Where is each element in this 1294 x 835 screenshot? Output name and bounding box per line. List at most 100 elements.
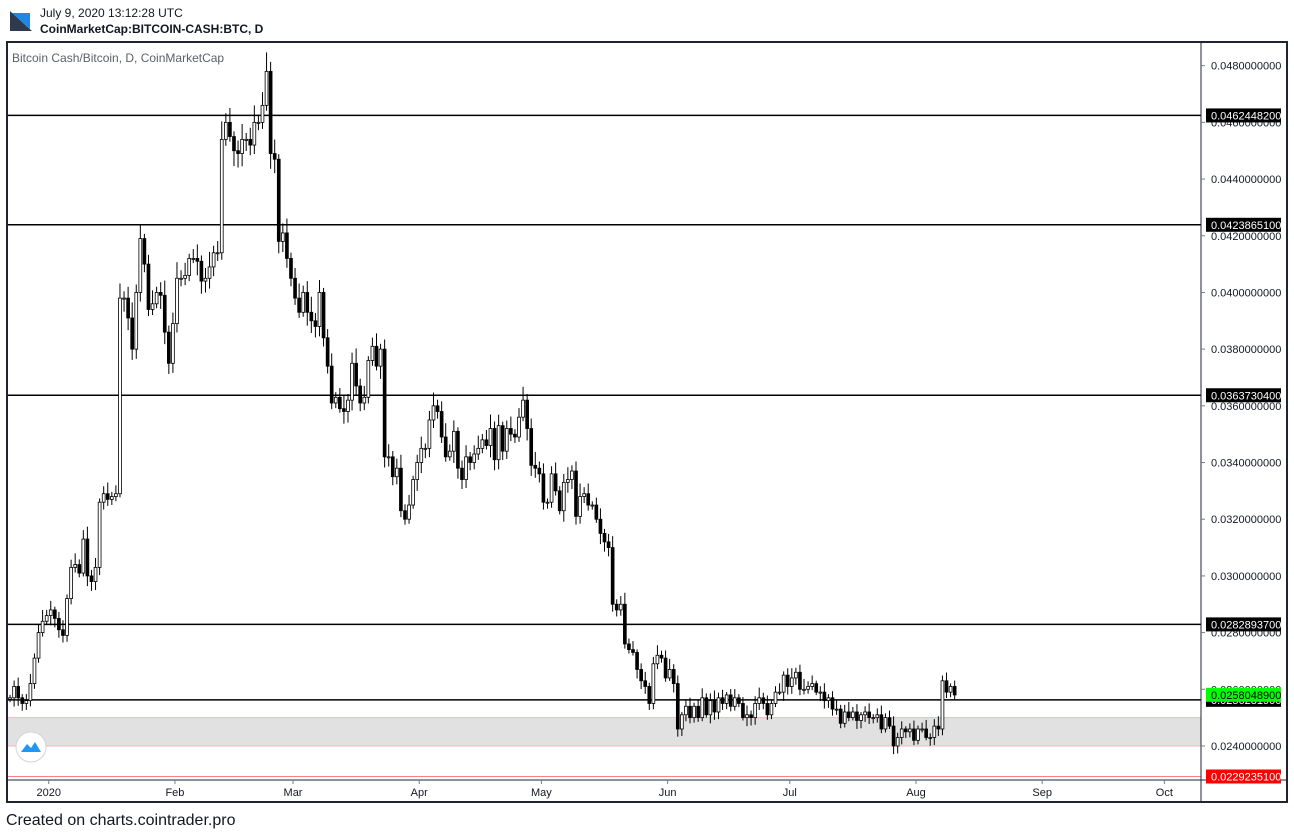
- level-label-2-text: 0.0363730400: [1211, 390, 1281, 402]
- x-tick-label: 2020: [36, 787, 60, 799]
- candle-body: [69, 567, 73, 599]
- candle: [667, 658, 672, 681]
- candle: [789, 668, 794, 694]
- x-tick-label: Mar: [284, 787, 303, 799]
- candle-body: [16, 686, 21, 699]
- candle-body: [928, 737, 933, 739]
- candle-body: [468, 456, 472, 463]
- candle-body: [24, 700, 29, 704]
- candle-body: [688, 705, 692, 719]
- candle: [781, 671, 786, 701]
- candle-body: [228, 121, 232, 137]
- candle-body: [643, 680, 648, 687]
- candle: [122, 291, 126, 312]
- candle-body: [924, 728, 928, 738]
- candle: [492, 421, 497, 471]
- candle: [765, 695, 770, 720]
- candle-body: [814, 683, 819, 693]
- candle-body: [93, 567, 98, 582]
- candle-body: [871, 717, 876, 720]
- candle-body: [708, 700, 713, 716]
- candle: [541, 463, 546, 510]
- candle: [175, 262, 179, 333]
- candle-body: [781, 674, 786, 693]
- candle-body: [590, 504, 595, 507]
- candle-body: [244, 138, 249, 141]
- y-tick-label: 0.0340000000: [1211, 458, 1281, 470]
- candle: [146, 254, 151, 317]
- candle: [150, 290, 155, 316]
- candle: [732, 689, 737, 711]
- candle: [928, 733, 933, 746]
- candle: [317, 279, 322, 337]
- level-label-2: 0.0363730400: [1206, 388, 1281, 403]
- candle-body: [659, 654, 664, 659]
- candle-body: [484, 439, 489, 446]
- candle: [932, 719, 937, 746]
- candle: [891, 716, 896, 755]
- candle-body: [264, 70, 269, 106]
- candle-body: [207, 266, 212, 279]
- candle: [826, 694, 831, 708]
- candle: [464, 445, 468, 489]
- y-tick-label: 0.0320000000: [1211, 514, 1281, 526]
- candle: [390, 451, 395, 486]
- candle: [264, 52, 269, 111]
- candle: [944, 672, 949, 699]
- candle-body: [785, 674, 790, 687]
- candle-body: [77, 564, 82, 574]
- y-tick-label: 0.0400000000: [1211, 287, 1281, 299]
- candle-body: [248, 138, 253, 146]
- candle: [171, 312, 175, 373]
- candle: [447, 444, 452, 461]
- y-tick-label: 0.0480000000: [1211, 61, 1281, 73]
- candle: [818, 686, 823, 701]
- candle: [81, 530, 86, 577]
- candle-body: [65, 598, 69, 636]
- candle-body: [916, 728, 920, 741]
- candle-body: [285, 232, 289, 259]
- candle: [940, 675, 945, 736]
- candle: [675, 675, 680, 737]
- candle-body: [798, 671, 802, 690]
- candle-body: [574, 470, 578, 517]
- candle: [395, 458, 399, 485]
- candle: [431, 392, 436, 429]
- candle-body: [40, 620, 45, 633]
- cointrader-logo-icon[interactable]: [10, 9, 32, 31]
- candle: [378, 343, 383, 379]
- candle-body: [855, 711, 859, 721]
- candle-body: [110, 496, 114, 500]
- price-axis[interactable]: 0.04800000000.04600000000.04400000000.04…: [1200, 41, 1281, 801]
- candle-body: [211, 252, 216, 268]
- candle: [240, 123, 244, 167]
- candle-body: [85, 538, 90, 577]
- candle: [382, 339, 387, 468]
- candle-body: [749, 714, 753, 719]
- candle-body: [944, 680, 949, 693]
- candle: [32, 653, 37, 689]
- candle: [745, 705, 749, 727]
- candle-body: [680, 714, 684, 730]
- footer-credit: Created on charts.cointrader.pro: [6, 812, 236, 829]
- candle: [663, 650, 668, 682]
- candle-body: [395, 467, 399, 478]
- candle-body: [570, 470, 574, 480]
- candle-body: [651, 663, 656, 704]
- candle: [509, 416, 513, 442]
- candle: [407, 494, 411, 524]
- candle-body: [525, 399, 529, 429]
- candle-body: [464, 456, 468, 480]
- candle: [614, 599, 619, 617]
- candle: [134, 284, 139, 359]
- candle-body: [684, 705, 688, 716]
- time-axis[interactable]: 2020 Feb Mar Apr May Jun Jul Aug Sep Oct: [8, 779, 1286, 799]
- candle: [366, 356, 371, 404]
- candle: [895, 732, 900, 754]
- candle: [215, 241, 220, 261]
- candle-body: [57, 618, 61, 631]
- candle-body: [411, 479, 415, 506]
- candle: [769, 700, 774, 720]
- candle: [452, 420, 456, 463]
